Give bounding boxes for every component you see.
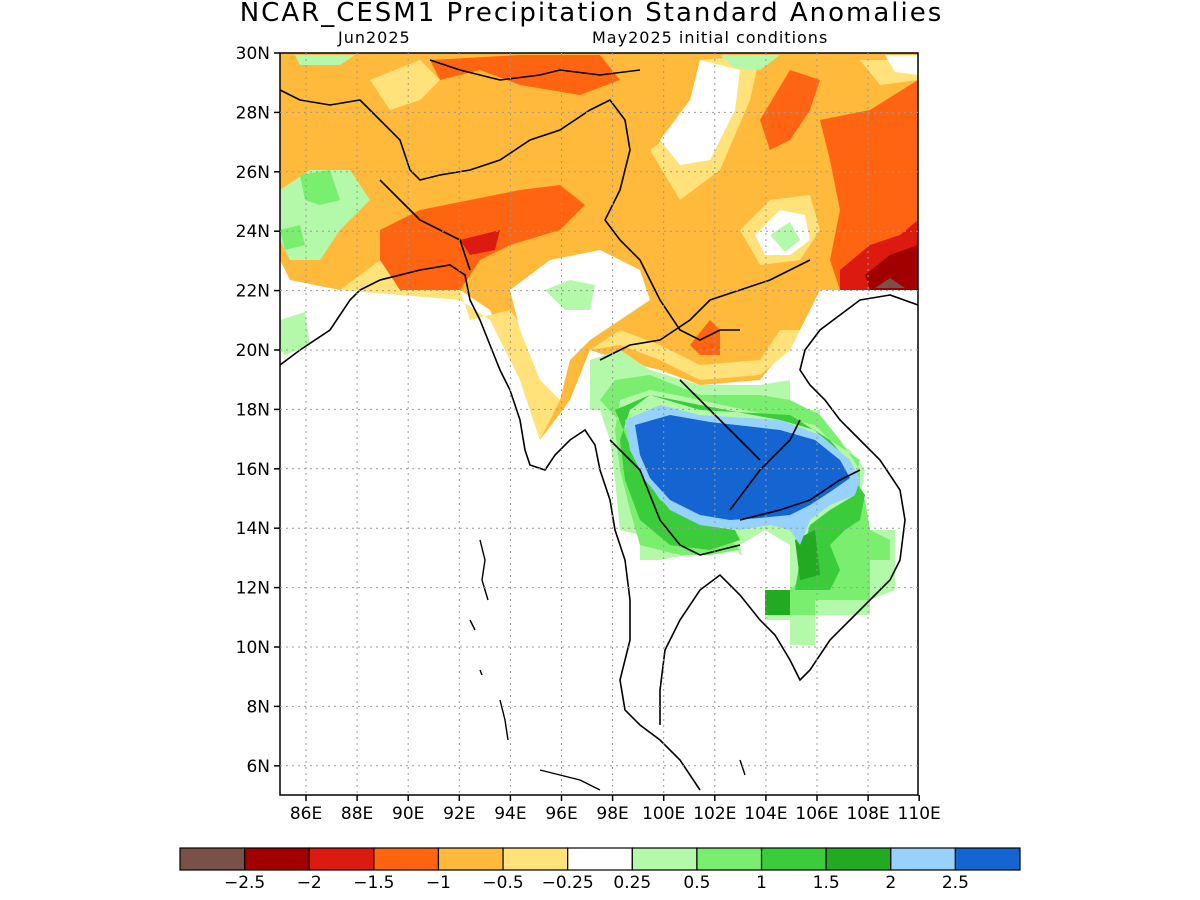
colorbar-swatch: [825, 847, 892, 871]
sri-lanka-coast: [539, 759, 746, 791]
colorbar-label: −2.5: [224, 873, 265, 893]
latitude-tick-label: 8N: [246, 697, 270, 717]
colorbar-label: −1: [426, 873, 451, 893]
colorbar-label: 1.5: [813, 873, 840, 893]
colorbar-swatch: [631, 847, 698, 871]
latitude-tick-label: 22N: [236, 282, 270, 302]
latitude-tick-label: 24N: [236, 222, 270, 242]
longitude-tick-label: 100E: [642, 804, 685, 824]
colorbar-swatch: [502, 847, 569, 871]
andaman-islands: [469, 539, 509, 741]
longitude-tick-label: 108E: [846, 804, 889, 824]
colorbar-label: 2: [885, 873, 896, 893]
colorbar-swatch: [890, 847, 956, 871]
colorbar-swatch: [760, 847, 827, 871]
latitude-tick-label: 26N: [236, 163, 270, 183]
longitude-tick-label: 96E: [545, 804, 577, 824]
latitude-tick-label: 28N: [236, 103, 270, 123]
coastline-borders: [280, 59, 918, 791]
longitude-tick-label: 104E: [744, 804, 787, 824]
latitude-tick-label: 16N: [236, 460, 270, 480]
colorbar-swatch: [373, 847, 440, 871]
graticule: [274, 52, 920, 801]
longitude-tick-label: 88E: [341, 804, 373, 824]
latitude-tick-label: 6N: [246, 757, 270, 777]
colorbar-label: −0.5: [482, 873, 523, 893]
latitude-tick-label: 18N: [236, 400, 270, 420]
latitude-tick-label: 20N: [236, 341, 270, 361]
colorbar-swatch: [954, 847, 1021, 871]
longitude-tick-label: 110E: [898, 804, 941, 824]
colorbar-label: −1.5: [353, 873, 394, 893]
longitude-tick-label: 90E: [392, 804, 424, 824]
longitude-tick-label: 86E: [290, 804, 322, 824]
longitude-tick-label: 92E: [443, 804, 475, 824]
latitude-labels: 30N 28N 26N 24N 22N 20N 18N 16N 14N 12N 10N 8N 6N: [236, 44, 270, 777]
initial-conditions: May2025 initial conditions: [592, 28, 829, 47]
colorbar: [179, 847, 1021, 871]
forecast-month: Jun2025: [338, 28, 411, 47]
colorbar-swatch: [567, 847, 633, 871]
colorbar-label: −0.25: [542, 873, 594, 893]
longitude-tick-label: 94E: [494, 804, 526, 824]
colorbar-label: −2: [297, 873, 322, 893]
colorbar-labels: −2.5 −2 −1.5 −1 −0.5 −0.25 0.25 0.5 1 1.5 2 2.5: [224, 873, 969, 893]
colorbar-swatch: [244, 847, 310, 871]
colorbar-swatch: [437, 847, 504, 871]
latitude-tick-label: 10N: [236, 638, 270, 658]
colorbar-label: 0.25: [613, 873, 651, 893]
longitude-labels: 86E 88E 90E 92E 94E 96E 98E 100E 102E 104E 106E 108…: [290, 804, 941, 824]
colorbar-swatch: [179, 847, 246, 871]
colorbar-label: 0.5: [683, 873, 710, 893]
latitude-tick-label: 14N: [236, 519, 270, 539]
longitude-tick-label: 106E: [795, 804, 838, 824]
colorbar-swatch: [308, 847, 375, 871]
colorbar-label: 2.5: [942, 873, 969, 893]
colorbar-label: 1: [756, 873, 767, 893]
map-title: NCAR_CESM1 Precipitation Standard Anomal…: [239, 0, 944, 28]
colorbar-swatch: [696, 847, 763, 871]
plot-frame: [279, 52, 919, 796]
latitude-tick-label: 30N: [236, 44, 270, 64]
latitude-tick-label: 12N: [236, 579, 270, 599]
anomaly-shading: [280, 53, 918, 645]
longitude-tick-label: 98E: [596, 804, 628, 824]
longitude-tick-label: 102E: [693, 804, 736, 824]
